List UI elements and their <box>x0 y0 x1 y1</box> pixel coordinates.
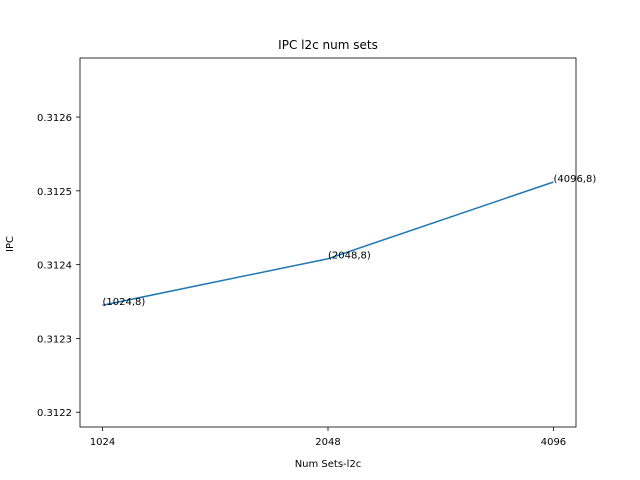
point-annotation: (4096,8) <box>553 174 596 185</box>
y-tick-label: 0.3124 <box>37 261 72 272</box>
chart-title: IPC l2c num sets <box>278 38 378 52</box>
y-tick-label: 0.3126 <box>37 113 72 124</box>
point-annotation: (2048,8) <box>328 251 371 262</box>
x-tick-label: 1024 <box>90 437 115 448</box>
y-tick-label: 0.3125 <box>37 187 72 198</box>
y-axis-label: IPC <box>5 236 16 252</box>
point-annotation: (1024,8) <box>103 297 146 308</box>
plot-area: 1024 2048 4096 0.3122 0.3123 0.3124 0.3125 0.31… <box>37 57 596 448</box>
x-tick-label: 2048 <box>315 437 340 448</box>
x-axis-label: Num Sets-l2c <box>295 459 362 470</box>
y-tick-label: 0.3123 <box>37 334 72 345</box>
x-tick-label: 4096 <box>541 437 566 448</box>
series-line <box>102 181 554 306</box>
y-tick-label: 0.3122 <box>37 408 72 419</box>
